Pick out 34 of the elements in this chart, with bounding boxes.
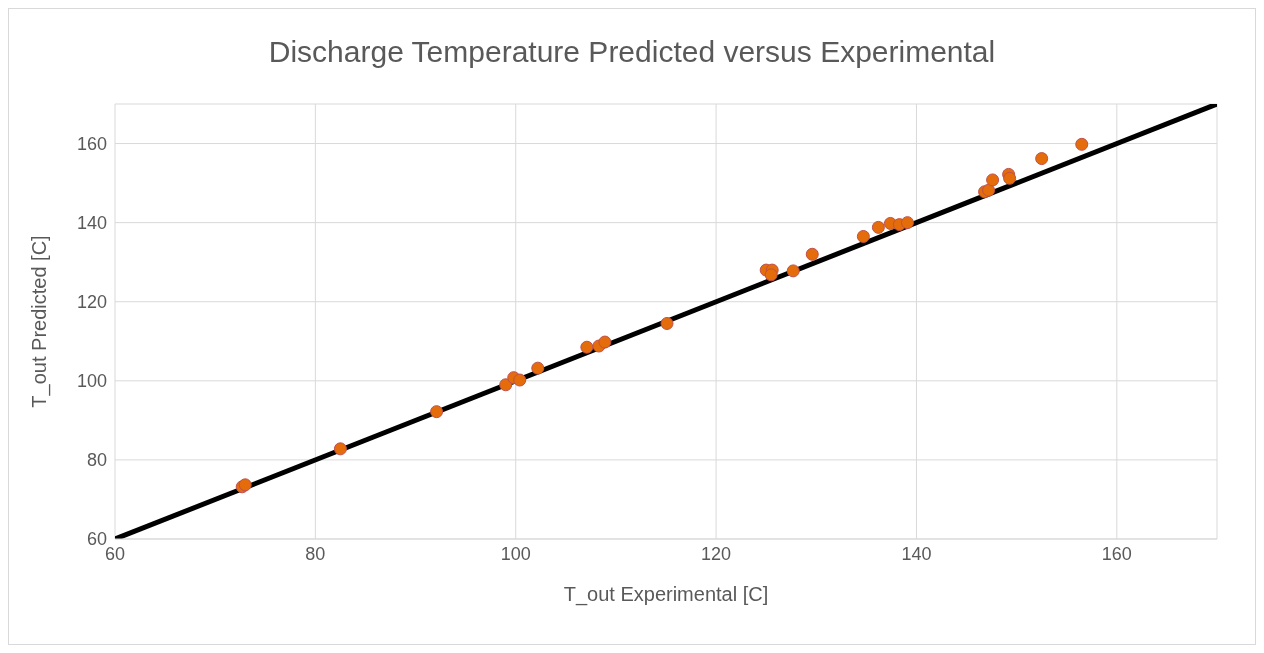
point [856, 229, 870, 243]
y-axis-title: T_out Predicted [C] [28, 235, 52, 408]
y-tick-label: 60 [86, 529, 107, 550]
x-tick-label: 80 [305, 543, 326, 564]
x-tick-label: 140 [901, 543, 932, 564]
x-tick-label: 60 [104, 543, 126, 564]
point [986, 173, 1000, 187]
point [499, 378, 513, 392]
chart-title: Discharge Temperature Predicted versus Experimental [267, 35, 997, 69]
y-tick-label: 100 [76, 371, 107, 392]
y-tick-label: 140 [76, 213, 107, 234]
point [660, 316, 674, 330]
x-tick-label: 160 [1101, 543, 1132, 564]
y-tick-label: 80 [86, 450, 107, 471]
point [871, 220, 885, 234]
point [531, 361, 545, 375]
x-axis-title: T_out Experimental [C] [563, 583, 769, 606]
point [786, 264, 800, 278]
x-tick-label: 120 [701, 543, 732, 564]
x-tick-label: 100 [500, 543, 531, 564]
point [764, 268, 778, 282]
point [598, 335, 612, 349]
y-tick-label: 160 [76, 133, 107, 154]
point [333, 442, 347, 456]
point [805, 247, 819, 261]
point [1075, 137, 1089, 151]
point [513, 373, 527, 387]
point [900, 216, 914, 230]
point [580, 340, 594, 354]
point [1003, 171, 1017, 185]
point [430, 405, 444, 419]
y-tick-label: 120 [76, 292, 107, 313]
point [982, 183, 996, 197]
point [1035, 152, 1049, 166]
